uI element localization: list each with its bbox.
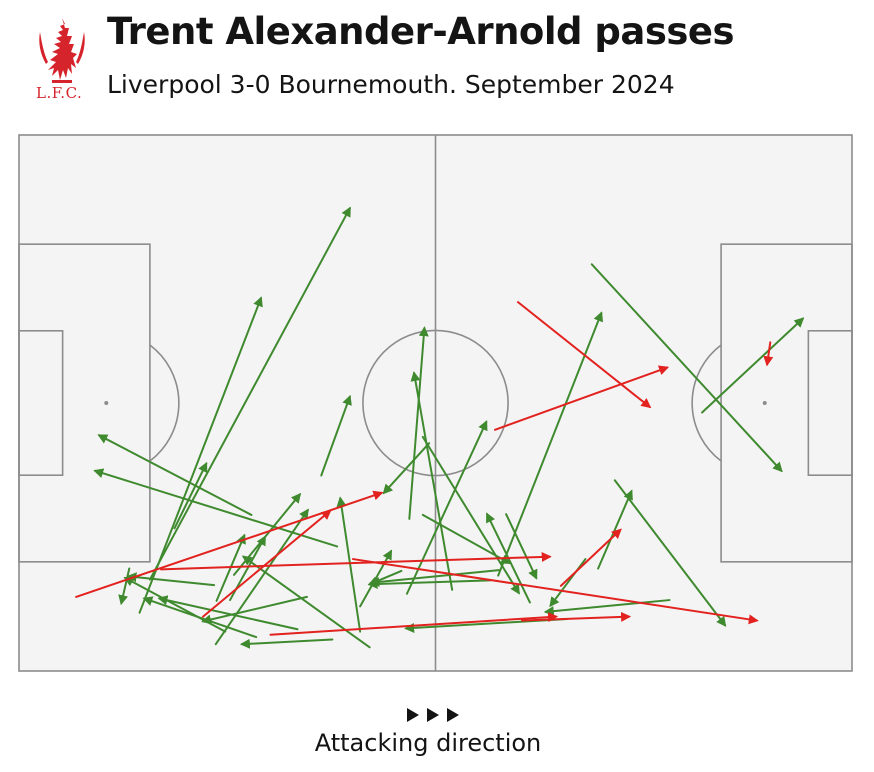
pass-arrow-successful [421,435,520,595]
pass-arrow-successful [239,638,334,649]
pass-arrow-successful [126,572,216,587]
triple-play-arrows-icon [407,708,459,722]
pass-arrow-unsuccessful [202,509,332,618]
pass-arrow-successful [549,558,587,608]
left-six-yard-box [18,329,64,477]
pass-arrow-successful [142,596,258,639]
pass-arrow-unsuccessful [351,558,759,625]
pass-arrow-successful [97,434,253,516]
pitch-markings [18,134,853,672]
pass-arrow-unsuccessful [763,341,774,367]
centre-circle [362,329,509,477]
pass-arrow-unsuccessful [517,301,652,409]
pass-arrow-successful [410,371,454,591]
pass-arrow-successful [421,513,512,565]
right-penalty-arc [691,344,722,462]
pass-layer [75,206,805,649]
crest-label: L.F.C. [36,84,83,102]
pass-arrow-successful [93,468,339,548]
chart-subtitle: Liverpool 3-0 Bournemouth. September 202… [107,70,675,99]
pass-arrow-unsuccessful [494,365,670,431]
pass-arrow-successful [408,326,429,520]
pass-arrow-successful [201,595,308,625]
pass-arrow-successful [701,317,805,414]
pass-arrow-unsuccessful [269,612,559,636]
pass-arrow-unsuccessful [559,528,622,587]
pass-arrow-successful [382,442,431,495]
chart-title: Trent Alexander-Arnold passes [107,10,735,53]
pass-arrow-successful [214,508,309,646]
pass-arrow-successful [405,420,488,595]
pass-arrow-unsuccessful [520,611,632,622]
pass-arrow-successful [336,496,362,633]
pass-arrow-successful [367,579,492,590]
pass-arrow-successful [232,492,302,576]
right-penalty-spot [762,401,767,405]
left-penalty-spot [104,401,109,405]
right-six-yard-box [807,329,853,477]
pass-arrow-successful [320,394,352,477]
pass-arrow-successful [215,533,246,602]
left-penalty-arc [149,344,180,462]
pass-arrow-successful [590,263,783,473]
pass-arrow-successful [173,461,208,530]
attacking-direction-label: Attacking direction [314,729,542,757]
pass-arrow-successful [369,569,500,587]
pass-arrow-successful [157,595,299,631]
liverbird-crest-icon [32,14,92,106]
pass-arrow-successful [148,206,351,581]
pass-arrow-successful [505,513,538,580]
pass-arrow-successful [543,599,671,617]
pass-arrow-unsuccessful [160,551,552,571]
pass-arrow-successful [613,479,727,627]
